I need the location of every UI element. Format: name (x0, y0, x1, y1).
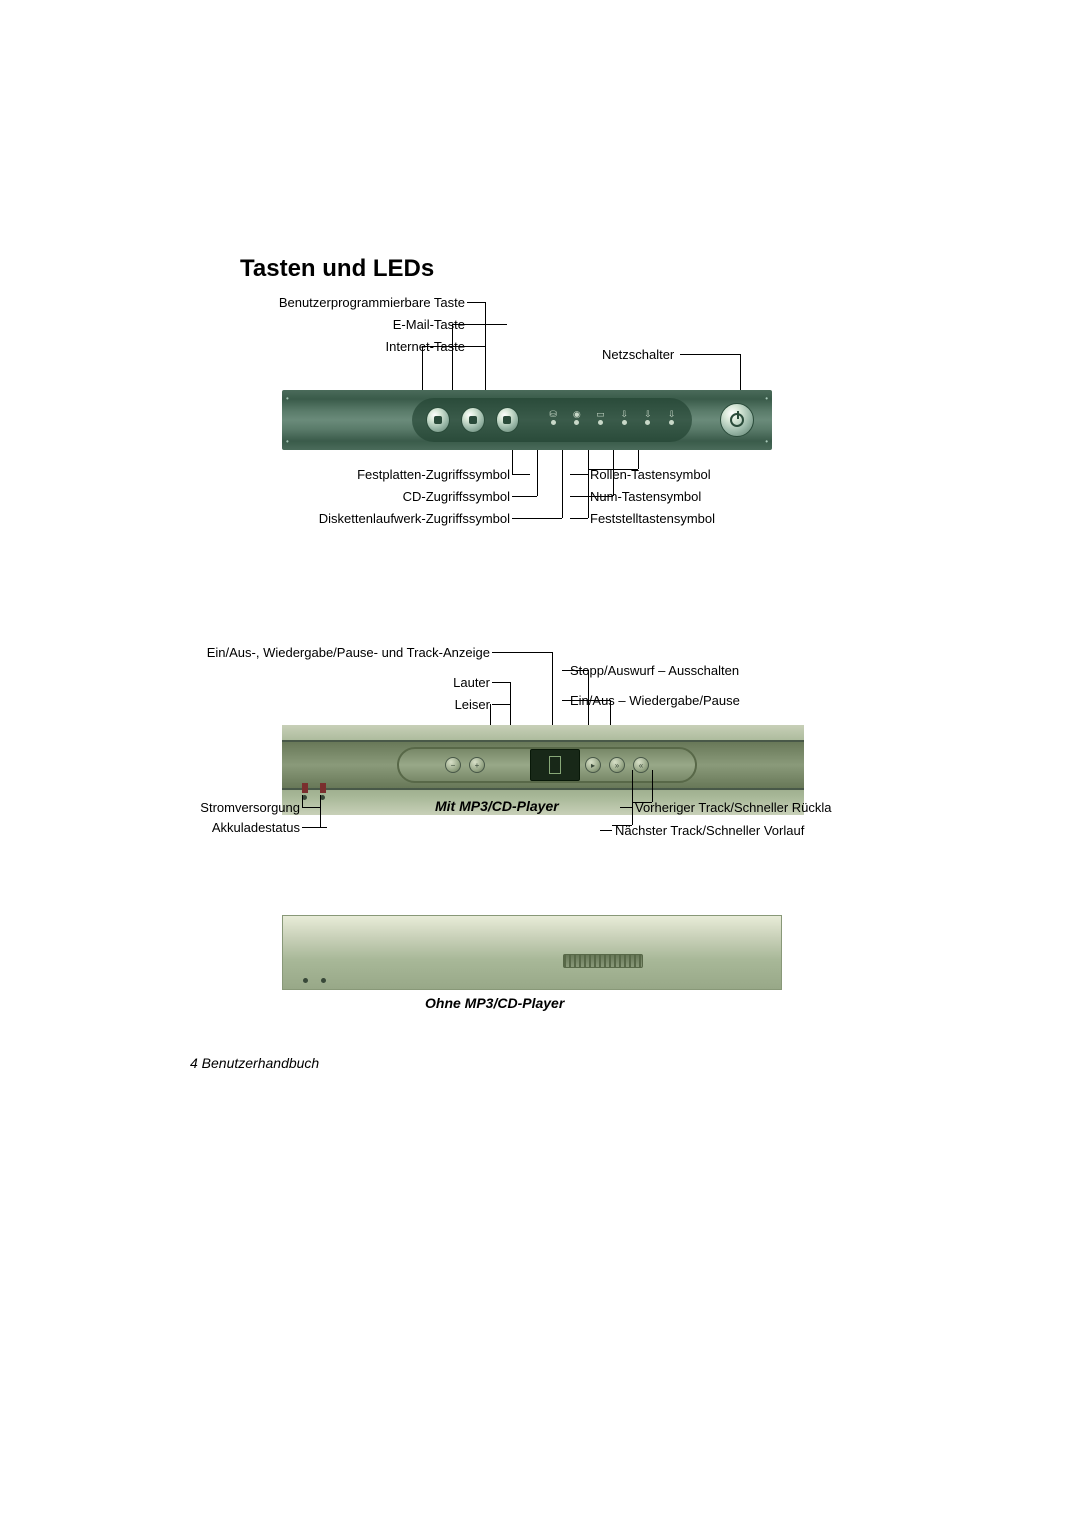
track-display (530, 749, 580, 781)
label-power-supply: Stromversorgung (200, 800, 300, 815)
diagram-mp3-cd-player: Ein/Aus-, Wiedergabe/Pause- und Track-An… (190, 645, 890, 875)
label-stop-eject-off: Stopp/Auswurf – Ausschalten (570, 663, 739, 678)
scrolllock-led-icon: ⇩ (665, 410, 678, 430)
label-user-programmable-key: Benutzerprogrammierbare Taste (279, 295, 465, 310)
label-play-pause-track-display: Ein/Aus-, Wiedergabe/Pause- und Track-An… (207, 645, 490, 660)
next-track-button[interactable]: » (609, 757, 625, 773)
floppy-led-icon: ▭ (594, 410, 607, 430)
user-programmable-button[interactable] (496, 407, 520, 433)
diagram-without-mp3-cd: Ohne MP3/CD-Player (190, 915, 890, 1035)
label-volume-down: Leiser (455, 697, 490, 712)
label-power-switch: Netzschalter (602, 347, 674, 362)
cd-led-icon: ◉ (570, 410, 583, 430)
document-page: Tasten und LEDs Benutzerprogrammierbare … (190, 255, 890, 1035)
power-button[interactable] (720, 403, 754, 437)
page-footer: 4 Benutzerhandbuch (190, 1055, 319, 1071)
volume-down-button[interactable]: − (445, 757, 461, 773)
button-led-strip: ⛁ ◉ ▭ ⇩ ⇩ ⇩ (412, 398, 692, 442)
caption-without-mp3-cd: Ohne MP3/CD-Player (425, 995, 564, 1011)
label-floppy-access: Diskettenlaufwerk-Zugriffssymbol (319, 511, 510, 526)
label-hdd-access: Festplatten-Zugriffssymbol (357, 467, 510, 482)
label-caps-lock: Feststelltastensymbol (590, 511, 715, 526)
hdd-led-icon: ⛁ (547, 410, 560, 430)
label-volume-up: Lauter (453, 675, 490, 690)
label-prev-track-rewind: Vorheriger Track/Schneller Rückla (635, 800, 832, 815)
volume-up-button[interactable]: + (469, 757, 485, 773)
internet-button[interactable] (426, 407, 450, 433)
caption-with-mp3-cd: Mit MP3/CD-Player (435, 798, 559, 814)
prev-track-button[interactable]: « (633, 757, 649, 773)
device-panel-front-no-mp3 (282, 915, 782, 990)
label-next-track-forward: Nächster Track/Schneller Vorlauf (615, 823, 804, 838)
capslock-led-icon: ⇩ (618, 410, 631, 430)
diagram-buttons-leds: Benutzerprogrammierbare Taste E-Mail-Tas… (190, 295, 890, 555)
label-battery-status: Akkuladestatus (212, 820, 300, 835)
email-button[interactable] (461, 407, 485, 433)
device-panel-top: • • • • ⛁ ◉ ▭ ⇩ ⇩ ⇩ (282, 390, 772, 450)
label-cd-access: CD-Zugriffssymbol (403, 489, 510, 504)
section-title: Tasten und LEDs (240, 255, 890, 283)
play-pause-button[interactable]: ▸ (585, 757, 601, 773)
numlock-led-icon: ⇩ (642, 410, 655, 430)
